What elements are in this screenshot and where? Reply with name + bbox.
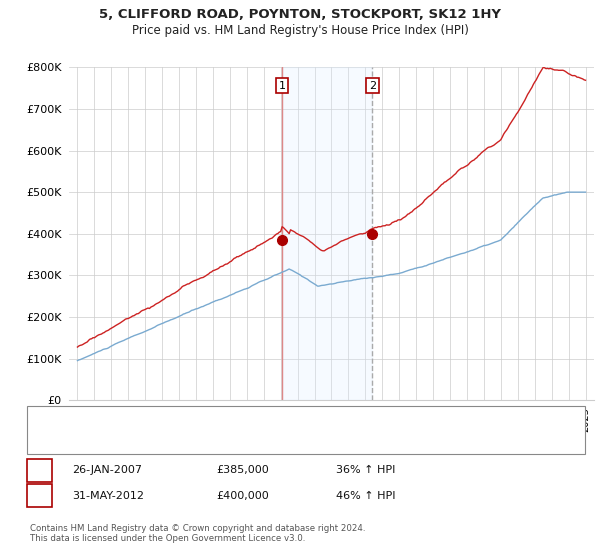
Text: 1: 1: [36, 465, 43, 475]
Text: Price paid vs. HM Land Registry's House Price Index (HPI): Price paid vs. HM Land Registry's House …: [131, 24, 469, 36]
Text: 36% ↑ HPI: 36% ↑ HPI: [336, 465, 395, 475]
Text: 31-MAY-2012: 31-MAY-2012: [72, 491, 144, 501]
Text: 5, CLIFFORD ROAD, POYNTON, STOCKPORT, SK12 1HY: 5, CLIFFORD ROAD, POYNTON, STOCKPORT, SK…: [99, 8, 501, 21]
Text: £385,000: £385,000: [216, 465, 269, 475]
Text: Contains HM Land Registry data © Crown copyright and database right 2024.
This d: Contains HM Land Registry data © Crown c…: [30, 524, 365, 543]
Text: 2: 2: [36, 491, 43, 501]
Text: 2: 2: [369, 81, 376, 91]
Text: 5, CLIFFORD ROAD, POYNTON, STOCKPORT, SK12 1HY (detached house): 5, CLIFFORD ROAD, POYNTON, STOCKPORT, SK…: [67, 416, 427, 426]
Text: £400,000: £400,000: [216, 491, 269, 501]
Text: 26-JAN-2007: 26-JAN-2007: [72, 465, 142, 475]
Bar: [282, 67, 373, 400]
Text: HPI: Average price, detached house, Cheshire East: HPI: Average price, detached house, Ches…: [67, 435, 320, 445]
Text: 46% ↑ HPI: 46% ↑ HPI: [336, 491, 395, 501]
Text: 1: 1: [278, 81, 286, 91]
